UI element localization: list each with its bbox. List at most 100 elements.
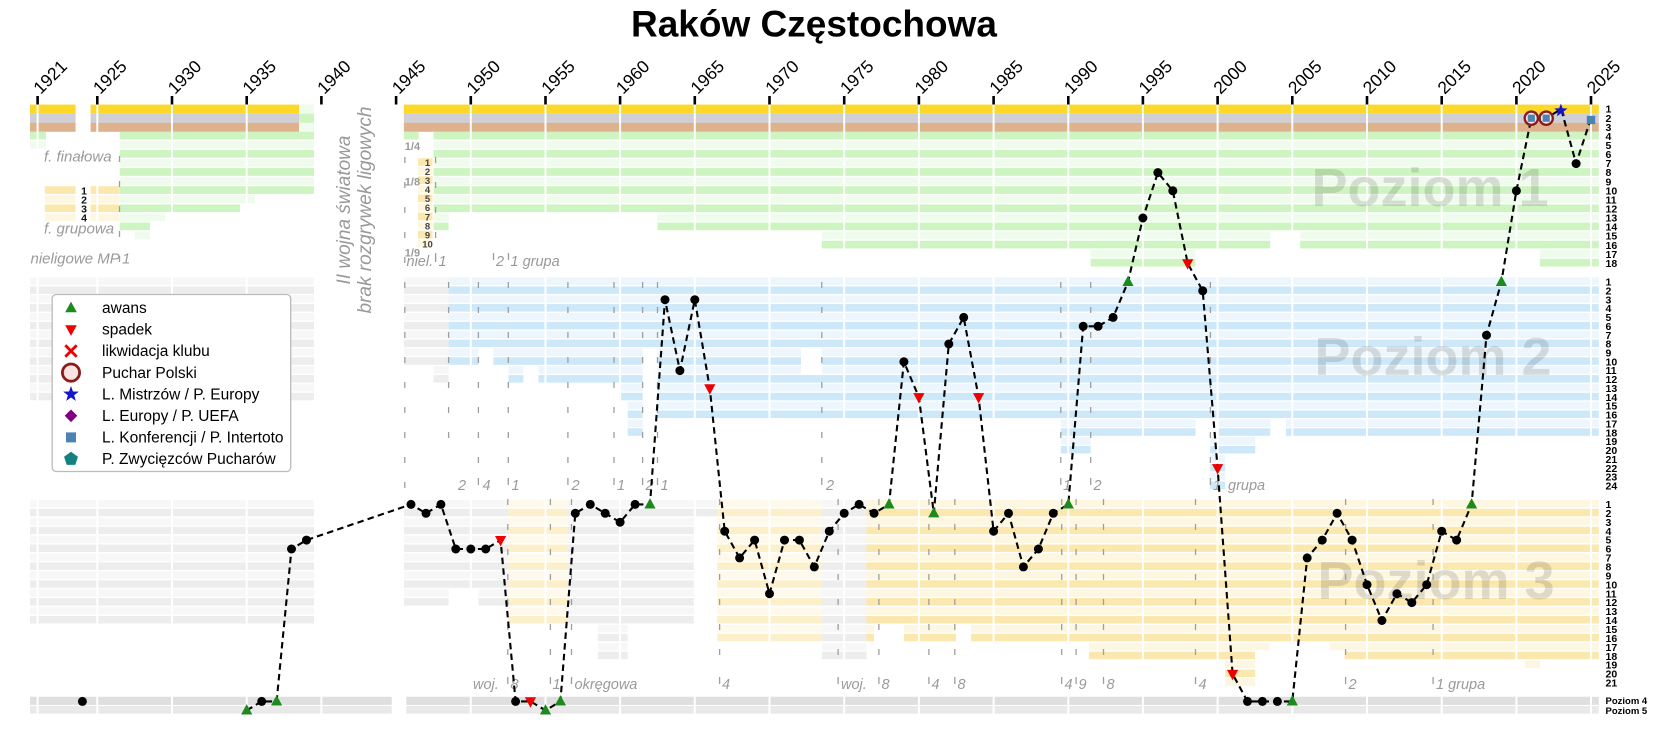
svg-text:Poziom 3: Poziom 3 <box>1317 551 1554 611</box>
svg-text:2: 2 <box>1093 478 1102 494</box>
svg-text:3: 3 <box>81 204 87 216</box>
svg-text:4: 4 <box>932 677 940 693</box>
svg-text:20: 20 <box>1606 669 1618 681</box>
svg-text:8: 8 <box>1107 677 1115 693</box>
svg-text:1: 1 <box>425 158 431 169</box>
svg-text:16: 16 <box>1606 633 1618 645</box>
svg-text:7: 7 <box>425 212 430 223</box>
svg-text:13: 13 <box>1606 213 1618 225</box>
svg-text:12: 12 <box>1606 204 1618 216</box>
svg-text:8: 8 <box>882 677 890 693</box>
svg-text:Poziom 4: Poziom 4 <box>1606 696 1648 707</box>
svg-text:4: 4 <box>1199 677 1207 693</box>
svg-text:1: 1 <box>122 251 130 268</box>
svg-text:4: 4 <box>483 478 491 494</box>
svg-text:8: 8 <box>511 677 519 693</box>
svg-text:14: 14 <box>1606 392 1618 404</box>
svg-text:5: 5 <box>1606 140 1612 152</box>
svg-text:P. Zwycięzców Pucharów: P. Zwycięzców Pucharów <box>102 451 277 468</box>
svg-text:awans: awans <box>102 300 147 317</box>
svg-text:L. Konferencji / P. Intertoto: L. Konferencji / P. Intertoto <box>102 430 284 447</box>
svg-text:17: 17 <box>1606 249 1618 261</box>
svg-text:19: 19 <box>1606 436 1618 448</box>
svg-text:f. grupowa: f. grupowa <box>44 221 114 238</box>
svg-text:1 grupa: 1 grupa <box>511 254 560 270</box>
svg-text:8: 8 <box>1606 339 1612 351</box>
svg-text:2: 2 <box>425 167 430 178</box>
svg-text:2: 2 <box>457 478 466 494</box>
svg-text:woj.: woj. <box>473 677 499 693</box>
svg-text:19: 19 <box>1606 660 1618 672</box>
svg-text:13: 13 <box>1606 606 1618 618</box>
svg-text:9: 9 <box>1606 176 1612 188</box>
svg-text:1: 1 <box>1606 104 1612 116</box>
svg-text:11: 11 <box>1606 194 1617 206</box>
svg-text:10: 10 <box>1606 185 1618 197</box>
svg-text:II wojna światowa: II wojna światowa <box>334 136 355 285</box>
svg-text:10: 10 <box>1606 356 1618 368</box>
svg-text:6: 6 <box>1606 321 1612 333</box>
svg-text:nieligowe MP: nieligowe MP <box>31 251 120 268</box>
svg-text:spadek: spadek <box>102 322 152 339</box>
svg-text:7: 7 <box>1606 158 1612 170</box>
svg-text:3: 3 <box>425 176 430 187</box>
svg-text:20: 20 <box>1606 445 1618 457</box>
svg-text:8: 8 <box>1606 562 1612 574</box>
svg-text:Puchar Polski: Puchar Polski <box>102 365 197 382</box>
svg-text:22: 22 <box>1606 463 1618 475</box>
svg-text:15: 15 <box>1606 401 1618 413</box>
svg-text:2: 2 <box>495 254 504 270</box>
svg-text:grupa: grupa <box>1228 478 1265 494</box>
svg-text:L. Europy / P. UEFA: L. Europy / P. UEFA <box>102 408 239 425</box>
svg-text:6: 6 <box>1606 544 1612 556</box>
svg-text:woj.: woj. <box>841 677 867 693</box>
svg-text:9: 9 <box>1606 570 1612 582</box>
svg-text:f. finałowa: f. finałowa <box>44 149 112 166</box>
svg-text:6: 6 <box>1606 149 1612 161</box>
svg-text:7: 7 <box>1606 553 1612 565</box>
svg-text:21: 21 <box>1606 454 1618 466</box>
svg-text:2: 2 <box>1606 285 1612 297</box>
svg-text:1/9: 1/9 <box>405 248 420 260</box>
svg-text:4: 4 <box>1606 303 1612 315</box>
svg-text:11: 11 <box>1606 588 1617 600</box>
svg-text:1/8: 1/8 <box>405 177 420 189</box>
svg-text:17: 17 <box>1606 642 1618 654</box>
svg-text:1: 1 <box>661 478 669 494</box>
svg-text:17: 17 <box>1606 419 1618 431</box>
svg-text:1: 1 <box>1063 478 1071 494</box>
svg-text:9: 9 <box>1079 677 1087 693</box>
svg-text:4: 4 <box>81 213 87 225</box>
svg-text:23: 23 <box>1606 472 1618 484</box>
svg-text:brak rozgrywek ligowych: brak rozgrywek ligowych <box>355 107 376 314</box>
svg-text:24: 24 <box>1606 481 1618 493</box>
svg-text:2: 2 <box>81 194 87 206</box>
svg-text:Poziom 2: Poziom 2 <box>1314 327 1551 387</box>
svg-text:6: 6 <box>425 203 430 214</box>
svg-text:12: 12 <box>1606 374 1618 386</box>
svg-text:3: 3 <box>1606 122 1612 134</box>
svg-text:1: 1 <box>1606 499 1612 511</box>
svg-text:1 grupa: 1 grupa <box>1436 677 1485 693</box>
svg-text:4: 4 <box>425 185 431 196</box>
svg-text:okręgowa: okręgowa <box>575 677 638 693</box>
svg-text:4: 4 <box>1065 677 1073 693</box>
svg-text:1: 1 <box>512 478 520 494</box>
svg-text:Raków Częstochowa: Raków Częstochowa <box>631 4 997 45</box>
svg-text:1: 1 <box>1213 478 1221 494</box>
svg-text:9: 9 <box>425 231 430 242</box>
svg-text:16: 16 <box>1606 410 1618 422</box>
svg-text:1/4: 1/4 <box>405 141 421 153</box>
svg-text:18: 18 <box>1606 258 1618 270</box>
svg-text:8: 8 <box>1606 167 1612 179</box>
svg-text:niel.: niel. <box>407 254 434 270</box>
svg-text:3: 3 <box>1606 517 1612 529</box>
svg-text:14: 14 <box>1606 615 1618 627</box>
svg-text:likwidacja klubu: likwidacja klubu <box>102 343 210 360</box>
svg-text:1: 1 <box>1606 277 1612 289</box>
svg-text:10: 10 <box>1606 579 1618 591</box>
svg-text:2: 2 <box>1606 508 1612 520</box>
svg-text:13: 13 <box>1606 383 1618 395</box>
svg-text:Poziom 1: Poziom 1 <box>1311 158 1548 218</box>
svg-text:21: 21 <box>1606 678 1618 690</box>
